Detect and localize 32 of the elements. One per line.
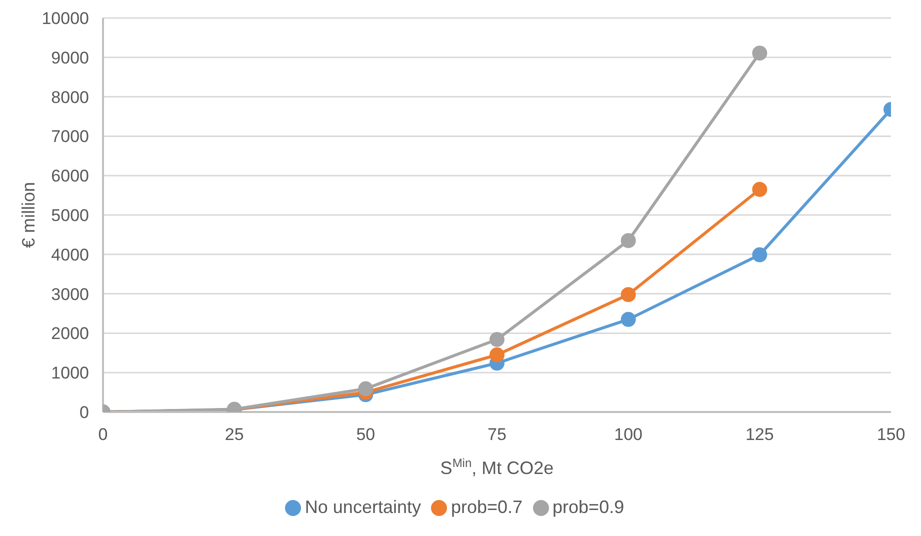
point (490, 347, 504, 362)
y-tick-label: 9000 (51, 48, 89, 68)
point (752, 247, 768, 262)
y-tick-label: 8000 (51, 88, 89, 107)
x-tick-label: 100 (614, 425, 643, 444)
x-tick-label: 75 (488, 425, 506, 444)
point (620, 233, 636, 248)
point (620, 312, 636, 327)
y-tick-label: 3000 (51, 284, 89, 304)
point (490, 332, 504, 348)
y-tick-label: 4000 (51, 245, 89, 264)
point (752, 46, 768, 61)
y-tick-label: 7000 (51, 127, 89, 146)
y-tick-label: 2000 (51, 324, 89, 344)
y-tick-label: 0 (80, 403, 89, 422)
x-tick-label: 50 (356, 425, 376, 444)
y-axis-title: € million (18, 182, 38, 248)
x-axis-title: S$^{Min}$, Mt CO2e (440, 456, 554, 478)
x-tick-label: 125 (745, 425, 774, 444)
legend-label: prob=0.7 (450, 497, 523, 517)
y-tick-label: 5000 (51, 206, 89, 226)
legend-label: prob=0.9 (552, 497, 624, 517)
y-tick-label: 6000 (51, 166, 89, 186)
x-tick-label: 150 (876, 425, 906, 444)
y-tick-label: 10000 (42, 9, 89, 28)
x-tick-label: 25 (224, 425, 244, 444)
y-tick-label: 1000 (51, 364, 89, 383)
point (358, 381, 374, 396)
legend-label: No uncertainty (304, 497, 421, 517)
point (620, 287, 636, 302)
point (752, 182, 768, 197)
x-tick-label: 0 (98, 425, 108, 444)
